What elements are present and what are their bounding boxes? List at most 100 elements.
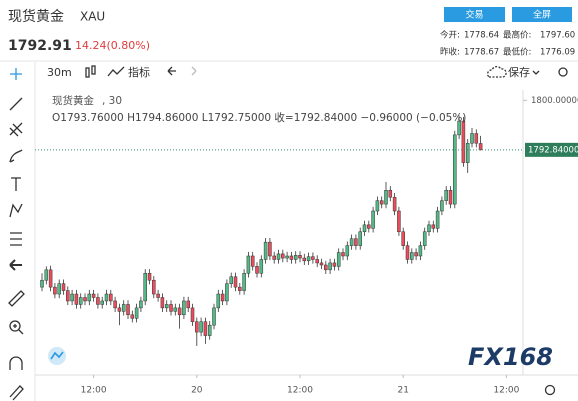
candle-body <box>293 255 298 260</box>
candle-body <box>195 321 199 333</box>
axis-settings[interactable] <box>544 384 556 396</box>
candle-body <box>242 273 246 291</box>
candle-body <box>74 293 79 305</box>
candle-body <box>263 241 268 260</box>
candle-body <box>371 210 375 229</box>
last-price-box <box>525 142 578 157</box>
candle-body <box>139 300 143 309</box>
candle-body <box>418 245 423 257</box>
candle-body <box>388 190 393 198</box>
candle-body <box>233 276 238 288</box>
candle-body <box>422 231 427 246</box>
candle-body <box>117 307 122 312</box>
indicators[interactable]: 指标 <box>128 65 150 79</box>
candle-body <box>319 262 324 266</box>
settings[interactable] <box>558 67 568 77</box>
candle-body <box>186 300 190 309</box>
interval[interactable]: 30m <box>47 66 72 79</box>
y-tick-label: 1800.00000 <box>531 96 578 106</box>
candle-body <box>397 210 401 233</box>
legend-interval: , 30 <box>102 95 122 107</box>
stat-label: 最低价: <box>503 47 531 58</box>
candle-body <box>268 241 272 257</box>
candle-body <box>461 120 466 163</box>
stat-value: 1797.60 <box>540 31 575 41</box>
candle-body <box>104 293 109 302</box>
candle-body <box>328 262 332 271</box>
candle-body <box>448 190 453 205</box>
candle-body <box>109 293 113 302</box>
candle-body <box>341 252 345 257</box>
candle-body <box>83 297 87 302</box>
candle-body <box>259 259 264 274</box>
candle-body <box>302 257 307 262</box>
candle-body <box>405 245 410 260</box>
candle-body <box>160 297 165 309</box>
logo-icon[interactable] <box>50 351 64 360</box>
candle-body <box>207 324 212 336</box>
trade-button[interactable] <box>444 7 505 22</box>
candle-body <box>182 300 186 316</box>
candle-body <box>478 143 483 151</box>
candle-body <box>306 256 311 262</box>
candle-body <box>336 252 341 267</box>
candle-body <box>470 133 474 144</box>
legend-values: O1793.76000 H1794.86000 L1792.75000 收=17… <box>52 111 466 124</box>
stat-value: 1776.09 <box>540 48 575 58</box>
candle-body <box>147 273 152 281</box>
candle-body <box>246 255 251 274</box>
candle-body <box>345 245 350 257</box>
fullscreen-button[interactable] <box>512 7 572 22</box>
cloud-icon[interactable] <box>487 65 507 78</box>
caret[interactable] <box>532 70 540 75</box>
candle-body <box>152 279 156 295</box>
candles <box>40 115 483 346</box>
candle-body <box>40 279 44 288</box>
candle-body <box>91 293 96 298</box>
candle-body <box>255 266 259 274</box>
candle-body <box>289 255 294 260</box>
title: 现货黄金 <box>8 8 64 25</box>
candle-body <box>379 200 384 205</box>
candle-body <box>126 304 130 316</box>
candle-body <box>229 276 233 284</box>
candle-body <box>392 196 397 212</box>
candle-body <box>203 321 208 336</box>
x-tick-label: 12:00 <box>287 386 313 396</box>
candle-body <box>444 190 448 201</box>
candle-body <box>53 286 57 295</box>
undo[interactable] <box>167 66 176 76</box>
drawing-tools[interactable] <box>8 68 25 401</box>
candle-body <box>113 300 117 309</box>
candle-body <box>212 307 216 326</box>
candle-body <box>177 307 182 316</box>
candle-icon[interactable] <box>85 65 96 78</box>
candle-body <box>465 142 470 163</box>
candle-body <box>358 231 362 246</box>
candle-body <box>173 307 178 312</box>
trade-label[interactable]: 交易 <box>465 9 483 21</box>
change: 14.24(0.80%) <box>75 39 150 52</box>
x-tick-label: 21 <box>397 386 408 396</box>
candle-body <box>143 273 147 302</box>
legend-name: 现货黄金 <box>52 94 94 107</box>
x-tick-label: 12:00 <box>493 386 519 396</box>
indicator-icon[interactable] <box>107 66 125 77</box>
candle-body <box>250 255 255 267</box>
candle-body <box>220 293 225 302</box>
candle-body <box>453 134 457 205</box>
candle-body <box>281 253 285 259</box>
candle-body <box>362 224 367 233</box>
candle-body <box>169 304 173 312</box>
x-tick-label: 12:00 <box>81 386 107 396</box>
candle-body <box>238 286 242 291</box>
candle-body <box>427 224 431 233</box>
save[interactable]: 保存 <box>508 65 530 79</box>
fullscreen-label[interactable]: 全屏 <box>533 9 551 21</box>
candle-body <box>272 255 276 260</box>
redo[interactable] <box>191 66 197 76</box>
symbol: XAU <box>80 10 105 24</box>
candle-body <box>190 307 195 322</box>
candle-body <box>70 293 74 302</box>
candle-body <box>311 256 315 260</box>
